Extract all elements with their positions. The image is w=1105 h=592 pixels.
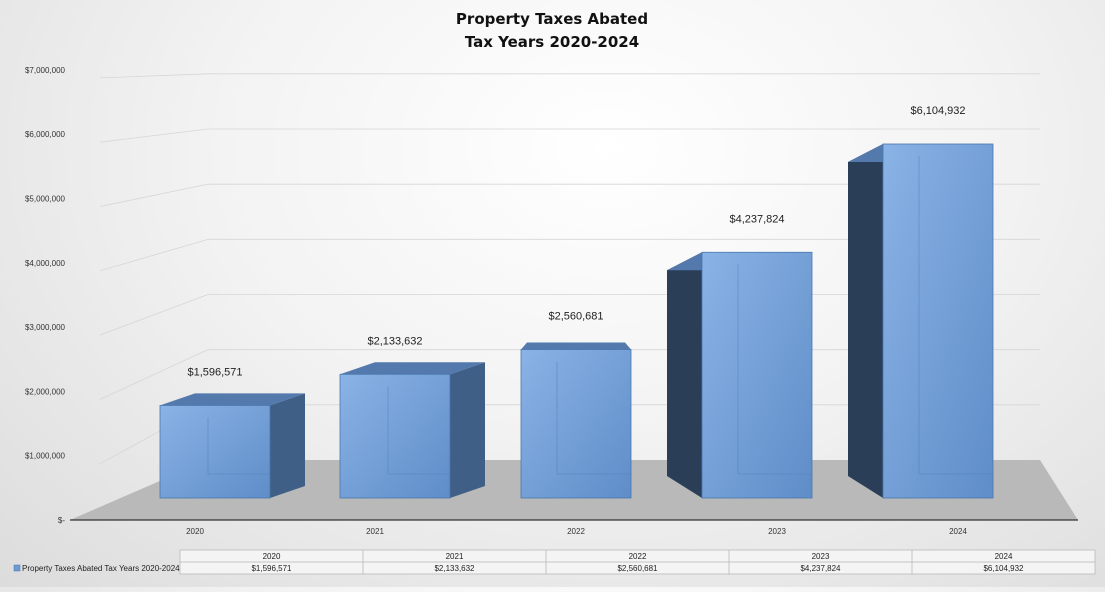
legend-swatch bbox=[13, 564, 21, 572]
gridline-diagonal bbox=[99, 349, 209, 400]
data-table-value-text: $6,104,932 bbox=[983, 564, 1024, 573]
data-label: $2,560,681 bbox=[548, 311, 603, 323]
x-tick-label: 2023 bbox=[768, 527, 786, 536]
gridline-diagonal bbox=[99, 73, 209, 79]
bar-inner-edge bbox=[737, 264, 812, 475]
data-label: $1,596,571 bbox=[187, 366, 242, 378]
bar-inner-edge bbox=[207, 417, 270, 475]
y-tick-label: $5,000,000 bbox=[25, 195, 66, 204]
bar-side-face bbox=[270, 393, 305, 498]
data-table-header-text: 2023 bbox=[812, 552, 830, 561]
y-tick-label: $6,000,000 bbox=[25, 130, 66, 139]
bar-side-face bbox=[667, 252, 702, 498]
bar-top-face bbox=[521, 342, 631, 350]
bar-front-face bbox=[339, 373, 451, 499]
bar-top-face bbox=[160, 393, 305, 406]
bar-side-face bbox=[848, 144, 883, 498]
legend-series-name: Property Taxes Abated Tax Years 2020-202… bbox=[22, 564, 180, 573]
data-table-value-text: $2,133,632 bbox=[434, 564, 475, 573]
y-tick-label: $3,000,000 bbox=[25, 323, 66, 332]
bar-2020 bbox=[159, 393, 305, 499]
data-label: $6,104,932 bbox=[910, 105, 965, 117]
data-table-value-text: $4,237,824 bbox=[800, 564, 841, 573]
bar-top-face bbox=[340, 362, 485, 375]
y-tick-label: $7,000,000 bbox=[25, 66, 66, 75]
bar-front-face bbox=[520, 349, 632, 499]
chart-title-line-2: Tax Years 2020-2024 bbox=[465, 33, 639, 51]
bar-front-face bbox=[701, 251, 813, 499]
data-table-header-text: 2021 bbox=[446, 552, 464, 561]
bar-inner-edge bbox=[556, 361, 631, 475]
y-tick-label: $- bbox=[58, 516, 65, 525]
chart-bars-layer bbox=[159, 143, 994, 499]
data-table-header-text: 2020 bbox=[263, 552, 281, 561]
y-tick-label: $4,000,000 bbox=[25, 259, 66, 268]
bar-2022 bbox=[520, 342, 632, 499]
data-label: $4,237,824 bbox=[729, 213, 784, 225]
y-tick-label: $2,000,000 bbox=[25, 387, 66, 396]
data-table-value-text: $1,596,571 bbox=[251, 564, 292, 573]
bar-inner-edge bbox=[387, 386, 450, 475]
gridline-diagonal bbox=[99, 294, 209, 336]
bar-2021 bbox=[339, 362, 485, 499]
bar-inner-edge bbox=[918, 156, 993, 475]
data-table: 2020 $1,596,571 2021 $2,133,632 2022 $2,560,6… bbox=[13, 549, 1096, 575]
data-table-value-text: $2,560,681 bbox=[617, 564, 658, 573]
data-table-header-text: 2024 bbox=[995, 552, 1013, 561]
gridline-diagonal bbox=[99, 183, 209, 207]
bar-2023 bbox=[667, 251, 813, 499]
x-tick-label: 2021 bbox=[366, 527, 384, 536]
data-label: $2,133,632 bbox=[367, 335, 422, 347]
bar-2024 bbox=[848, 143, 994, 499]
bar-side-face bbox=[450, 362, 485, 498]
data-table-value-cell bbox=[911, 561, 1096, 575]
y-tick-label: $1,000,000 bbox=[25, 452, 66, 461]
data-table-header-text: 2022 bbox=[629, 552, 647, 561]
gridline-diagonal bbox=[99, 128, 209, 143]
x-tick-label: 2020 bbox=[186, 527, 204, 536]
chart-title-line-1: Property Taxes Abated bbox=[456, 10, 648, 28]
bar-front-face bbox=[159, 405, 271, 499]
x-tick-label: 2022 bbox=[567, 527, 585, 536]
bar-front-face bbox=[882, 143, 994, 499]
x-tick-label: 2024 bbox=[949, 527, 967, 536]
chart-text-layer: Property Taxes Abated Tax Years 2020-202… bbox=[25, 10, 967, 536]
gridline-diagonal bbox=[99, 238, 209, 272]
